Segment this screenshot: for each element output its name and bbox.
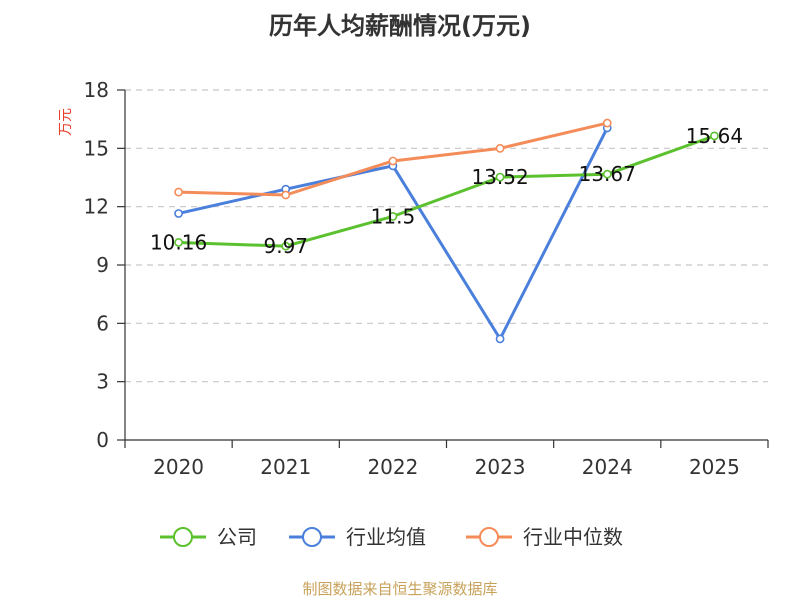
x-tick-label: 2024 [582, 455, 633, 479]
data-point [281, 241, 291, 251]
data-point [388, 156, 398, 166]
x-tick-label: 2025 [689, 455, 740, 479]
y-tick-label: 12 [84, 195, 109, 219]
y-tick-label: 9 [96, 253, 109, 277]
data-label: 11.5 [371, 204, 416, 228]
y-tick-label: 3 [96, 370, 109, 394]
y-tick-label: 15 [84, 136, 109, 160]
data-label: 13.52 [471, 165, 528, 189]
data-point [174, 238, 183, 247]
data-label: 9.97 [263, 234, 308, 258]
data-point [710, 131, 719, 141]
y-tick-label: 6 [96, 311, 109, 335]
legend-marker [302, 527, 322, 547]
data-label: 15.64 [686, 124, 743, 148]
y-tick-label: 18 [84, 78, 109, 102]
series-lines [178, 121, 715, 341]
y-axis-unit-label: 万元 [58, 108, 74, 136]
data-point [495, 334, 505, 344]
data-point [602, 118, 612, 128]
chart-title: 历年人均薪酬情况(万元) [269, 12, 531, 40]
grid-lines [125, 89, 768, 383]
legend-item[interactable]: 行业均值 [289, 525, 426, 549]
y-tick-label: 0 [96, 428, 109, 452]
source-note: 制图数据来自恒生聚源数据库 [302, 580, 497, 598]
legend-marker [173, 527, 193, 547]
legend-item[interactable]: 行业中位数 [466, 525, 623, 549]
x-axis-ticks: 2020 2021 2022 2023 2024 2025 [124, 440, 769, 479]
legend[interactable]: 公司 行业均值 行业中位数 [160, 525, 623, 549]
legend-item[interactable]: 公司 [160, 525, 257, 549]
legend-label: 行业中位数 [523, 525, 623, 549]
legend-label: 行业均值 [346, 525, 426, 549]
data-point [281, 190, 291, 200]
data-point [388, 211, 398, 221]
y-axis-ticks: 0 3 6 9 12 15 18 [84, 78, 125, 452]
legend-marker [479, 527, 499, 547]
data-point [602, 169, 612, 179]
data-point [174, 187, 183, 197]
series-line-0 [178, 134, 715, 248]
data-label: 10.16 [150, 230, 207, 254]
data-labels: 10.16 9.97 11.5 13.52 13.67 15.64 [150, 124, 743, 258]
legend-label: 公司 [217, 525, 257, 549]
data-label: 13.67 [579, 162, 636, 186]
x-tick-label: 2020 [153, 455, 204, 479]
data-point [495, 172, 505, 182]
series-points [174, 118, 719, 344]
x-tick-label: 2022 [367, 455, 418, 479]
data-point [174, 209, 183, 218]
x-tick-label: 2023 [475, 455, 526, 479]
data-point [495, 143, 505, 153]
x-tick-label: 2021 [260, 455, 311, 479]
